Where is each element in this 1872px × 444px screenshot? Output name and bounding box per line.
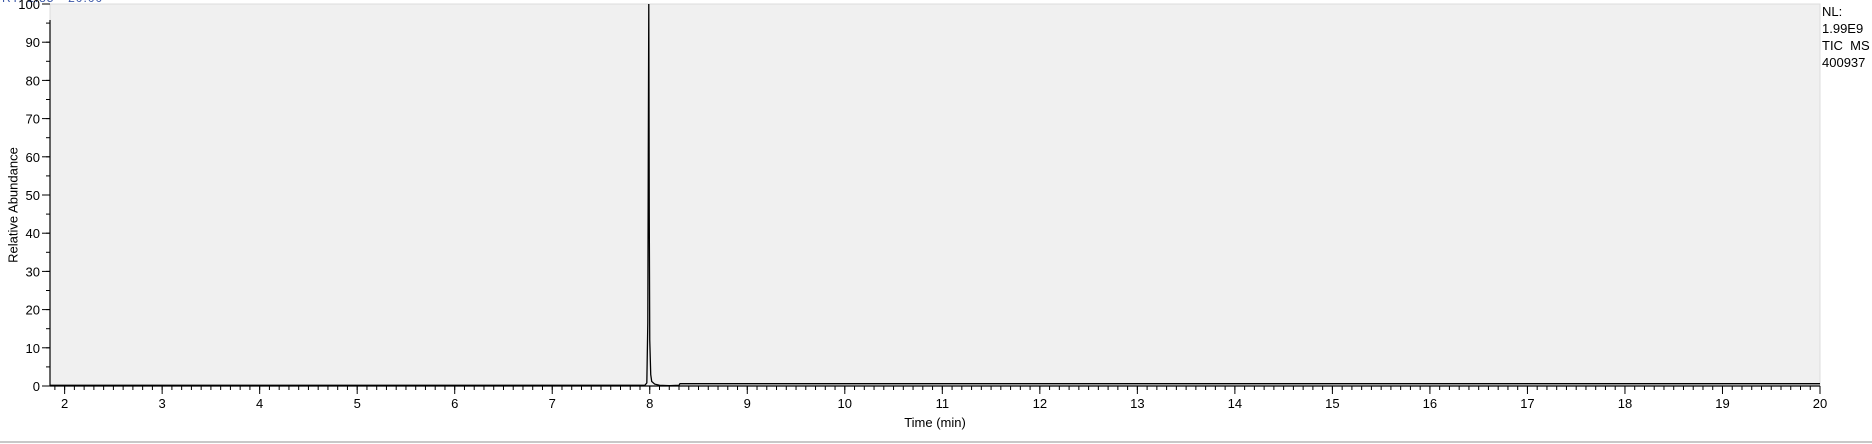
x-tick-label: 15 bbox=[1325, 396, 1339, 411]
x-tick-label: 16 bbox=[1423, 396, 1437, 411]
x-tick-label: 20 bbox=[1813, 396, 1827, 411]
x-tick-label: 11 bbox=[936, 396, 950, 411]
y-tick-label: 30 bbox=[26, 264, 40, 279]
x-tick-label: 12 bbox=[1033, 396, 1047, 411]
trace-type-label: TIC MS bbox=[1822, 38, 1870, 53]
x-tick-label: 18 bbox=[1618, 396, 1632, 411]
y-tick-label: 40 bbox=[26, 226, 40, 241]
y-tick-label: 20 bbox=[26, 303, 40, 318]
x-tick-label: 6 bbox=[451, 396, 458, 411]
file-id: 400937 bbox=[1822, 55, 1866, 70]
x-tick-label: 7 bbox=[549, 396, 556, 411]
x-tick-label: 2 bbox=[61, 396, 68, 411]
tic-trace-line bbox=[50, 3, 1820, 387]
nl-label: NL: bbox=[1822, 4, 1843, 19]
x-axis-title: Time (min) bbox=[904, 415, 966, 430]
x-tick-label: 9 bbox=[744, 396, 751, 411]
x-tick-label: 8 bbox=[646, 396, 653, 411]
y-tick-label: 60 bbox=[26, 150, 40, 165]
y-tick-label: 80 bbox=[26, 73, 40, 88]
nl-value: 1.99E9 bbox=[1822, 21, 1864, 36]
y-tick-label: 70 bbox=[26, 112, 40, 127]
y-tick-label: 10 bbox=[26, 341, 40, 356]
peak-label-7-99: 7.99 bbox=[636, 0, 661, 1]
x-tick-label: 5 bbox=[354, 396, 361, 411]
x-tick-label: 4 bbox=[256, 396, 263, 411]
trace-info-panel: NL: 1.99E9 TIC MS 400937 bbox=[1822, 3, 1870, 71]
y-axis-title: Relative Abundance bbox=[6, 147, 21, 263]
y-tick-label: 50 bbox=[26, 188, 40, 203]
x-tick-label: 10 bbox=[838, 396, 852, 411]
y-tick-label: 100 bbox=[18, 0, 40, 12]
y-tick-label: 90 bbox=[26, 35, 40, 50]
header-clipped-text: RT: 1.85 - 20.00 bbox=[2, 0, 103, 5]
x-tick-label: 13 bbox=[1130, 396, 1144, 411]
x-tick-label: 17 bbox=[1520, 396, 1534, 411]
plot-area bbox=[49, 3, 1821, 387]
y-tick-label: 0 bbox=[33, 379, 40, 394]
bottom-divider bbox=[0, 441, 1872, 443]
x-tick-label: 14 bbox=[1228, 396, 1242, 411]
x-tick-label: 3 bbox=[159, 396, 166, 411]
x-tick-label: 19 bbox=[1715, 396, 1729, 411]
